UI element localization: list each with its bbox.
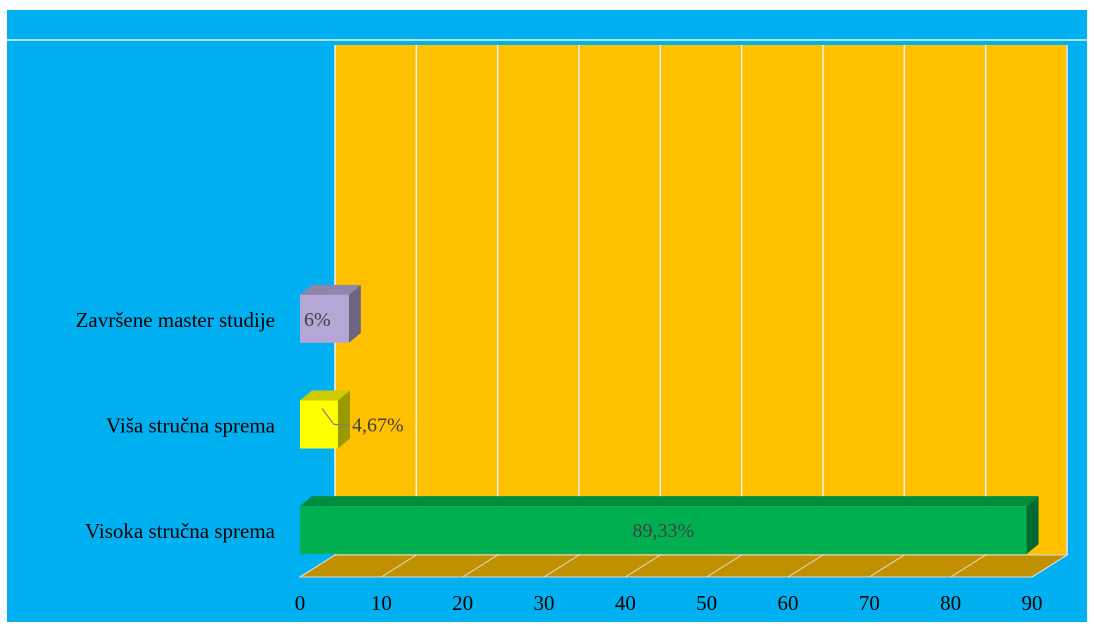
category-label: Visoka stručna sprema xyxy=(85,519,276,543)
data-label: 89,33% xyxy=(632,520,694,542)
bar xyxy=(300,294,349,343)
x-tick-label: 80 xyxy=(940,591,961,615)
bar-side xyxy=(348,284,361,343)
category-labels: Visoka stručna sprema Viša stručna sprema… xyxy=(76,308,276,543)
floor-gridline xyxy=(462,554,498,578)
x-tick-label: 40 xyxy=(615,591,636,615)
x-tick-label: 70 xyxy=(859,591,880,615)
bar-chart: 89,33% 4,67% 6% Visoka stručna sprema Viša … xyxy=(7,39,1087,615)
x-tick-label: 50 xyxy=(696,591,717,615)
floor-gridline xyxy=(625,554,661,578)
bar xyxy=(300,400,338,449)
data-label: 4,67% xyxy=(352,415,404,437)
bar-top xyxy=(300,496,1039,507)
x-tick-label: 0 xyxy=(295,591,306,615)
floor-gridline xyxy=(706,554,742,578)
floor-gridline xyxy=(543,554,580,578)
plot-wall-rect xyxy=(335,45,1067,555)
x-tick-label: 90 xyxy=(1022,591,1043,615)
data-label-leader xyxy=(321,408,350,426)
category-label: Završene master studije xyxy=(76,308,275,332)
bar xyxy=(300,506,1027,555)
chart-frame: 89,33% 4,67% 6% Visoka stručna sprema Viša … xyxy=(7,10,1087,622)
x-tick-label: 30 xyxy=(534,591,555,615)
floor-gridline xyxy=(869,554,905,578)
plot-floor xyxy=(298,554,1069,578)
bar-side xyxy=(1026,496,1039,555)
plot-floor-rect xyxy=(298,554,1069,578)
floor-gridline xyxy=(787,554,824,578)
x-tick-label: 20 xyxy=(452,591,473,615)
bar-side xyxy=(337,390,350,449)
bars: 89,33% 4,67% 6% xyxy=(300,284,1039,555)
x-tick-labels: 0 10 20 30 40 50 60 70 80 90 xyxy=(295,591,1043,615)
plot-wall xyxy=(334,45,1068,555)
floor-gridline xyxy=(1031,554,1068,578)
data-label: 6% xyxy=(304,309,331,331)
floor-gridline xyxy=(299,554,336,578)
x-tick-label: 10 xyxy=(371,591,392,615)
bar-top xyxy=(300,284,361,295)
bar-top xyxy=(300,390,350,401)
x-tick-label: 60 xyxy=(778,591,799,615)
category-label: Viša stručna sprema xyxy=(106,414,276,438)
floor-gridline xyxy=(381,554,417,578)
floor-gridline xyxy=(950,554,986,578)
